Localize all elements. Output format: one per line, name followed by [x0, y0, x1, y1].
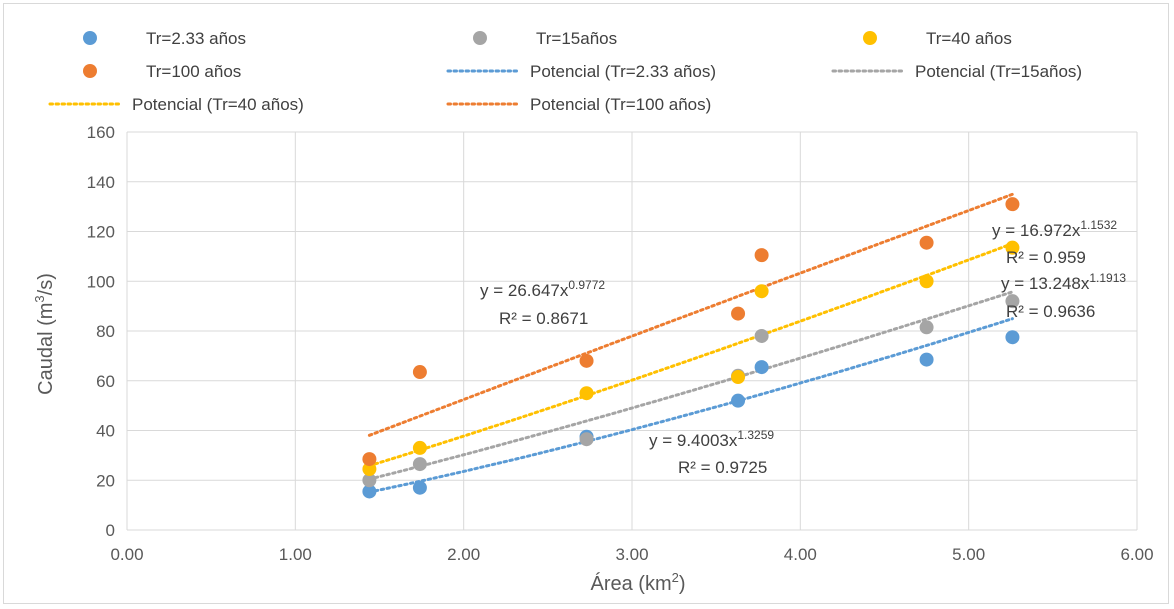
data-point — [579, 432, 594, 447]
legend-label: Tr=100 años — [146, 62, 241, 81]
legend-label: Potencial (Tr=100 años) — [530, 95, 711, 114]
y-tick-label: 60 — [96, 372, 115, 391]
data-point — [731, 393, 746, 408]
legend-label: Potencial (Tr=40 años) — [132, 95, 304, 114]
y-tick-label: 100 — [87, 272, 115, 291]
data-point — [579, 386, 594, 401]
legend-label: Potencial (Tr=2.33 años) — [530, 62, 716, 81]
data-point — [919, 320, 934, 335]
legend-entry: Tr=15años — [473, 29, 617, 48]
legend-entry: Potencial (Tr=15años) — [831, 62, 1082, 81]
data-point — [362, 462, 377, 477]
gridlines — [126, 131, 1138, 531]
legend-marker — [83, 31, 97, 45]
y-tick-label: 40 — [96, 422, 115, 441]
data-points — [362, 197, 1020, 499]
trend-equation: y = 9.4003x1.3259 — [649, 428, 774, 450]
legend-label: Tr=2.33 años — [146, 29, 246, 48]
trend-r-squared: R² = 0.8671 — [499, 309, 588, 328]
data-point — [1005, 294, 1020, 309]
x-tick-label: 3.00 — [615, 545, 648, 564]
legend-marker — [83, 64, 97, 78]
data-point — [754, 248, 769, 263]
legend-entry: Tr=2.33 años — [83, 29, 246, 48]
data-point — [731, 306, 746, 321]
data-point — [919, 352, 934, 367]
trend-equation: y = 13.248x1.1913 — [1001, 271, 1126, 293]
legend-entry: Tr=100 años — [83, 62, 241, 81]
data-point — [362, 473, 377, 488]
data-point — [579, 353, 594, 368]
data-point — [754, 328, 769, 343]
trend-equation: y = 16.972x1.1532 — [992, 218, 1117, 240]
legend-entry: Potencial (Tr=40 años) — [48, 95, 304, 114]
legend-marker — [863, 31, 877, 45]
x-tick-label: 5.00 — [952, 545, 985, 564]
x-tick-label: 0.00 — [110, 545, 143, 564]
data-point — [1005, 240, 1020, 255]
data-point — [754, 360, 769, 375]
trend-equation: y = 26.647x0.9772 — [480, 278, 605, 300]
trendline-tr-40-a-os — [367, 242, 1014, 468]
data-point — [919, 274, 934, 289]
legend-label: Tr=15años — [536, 29, 617, 48]
trend-r-squared: R² = 0.9636 — [1006, 302, 1095, 321]
y-axis-title: Caudal (m3/s) — [32, 273, 57, 395]
x-axis-title: Área (km2) — [590, 570, 685, 595]
x-tick-label: 4.00 — [784, 545, 817, 564]
trend-r-squared: R² = 0.9725 — [678, 458, 767, 477]
trend-r-squared: R² = 0.959 — [1006, 248, 1086, 267]
data-point — [362, 452, 377, 467]
trend-equations: y = 9.4003x1.3259 R² = 0.9725 y = 13.248x1… — [480, 218, 1126, 477]
data-point — [412, 480, 427, 495]
data-point — [754, 284, 769, 299]
data-point — [412, 440, 427, 455]
legend-label: Tr=40 años — [926, 29, 1012, 48]
y-tick-label: 80 — [96, 322, 115, 341]
trendlines — [367, 192, 1014, 494]
y-tick-label: 160 — [87, 123, 115, 142]
legend-entry: Tr=40 años — [863, 29, 1012, 48]
data-point — [412, 365, 427, 380]
data-point — [412, 457, 427, 472]
tick-labels: 0 20 40 60 80 100 120 140 160 0.00 1.00 2.00 3.00 4.0… — [87, 123, 1154, 564]
y-tick-label: 140 — [87, 173, 115, 192]
data-point — [1005, 197, 1020, 212]
y-tick-label: 120 — [87, 223, 115, 242]
legend-entry: Potencial (Tr=2.33 años) — [446, 62, 716, 81]
trendline-tr-15a-os — [367, 290, 1014, 481]
data-point — [1005, 330, 1020, 345]
data-point — [731, 370, 746, 385]
data-point — [362, 484, 377, 499]
data-point — [919, 235, 934, 250]
legend-entry: Potencial (Tr=100 años) — [446, 95, 711, 114]
legend-marker — [473, 31, 487, 45]
x-tick-label: 6.00 — [1120, 545, 1153, 564]
legend: Tr=2.33 años Tr=15años Tr=40 años Tr=100 añ… — [48, 29, 1082, 114]
x-tick-label: 2.00 — [447, 545, 480, 564]
x-tick-label: 1.00 — [279, 545, 312, 564]
y-tick-label: 0 — [106, 521, 115, 540]
y-tick-label: 20 — [96, 471, 115, 490]
trendline-tr-2-33-a-os — [367, 317, 1014, 494]
trendline-tr-100-a-os — [367, 192, 1014, 437]
legend-label: Potencial (Tr=15años) — [915, 62, 1082, 81]
